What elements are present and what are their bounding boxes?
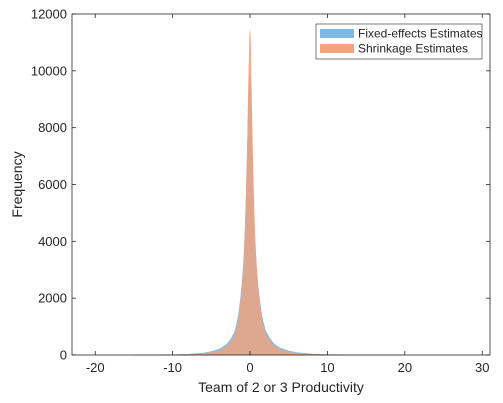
x-axis-label: Team of 2 or 3 Productivity: [198, 379, 364, 395]
x-tick-label: 10: [320, 360, 334, 375]
y-tick-label: 2000: [38, 291, 67, 306]
x-tick-label: 30: [475, 360, 489, 375]
plot-frame: [71, 13, 491, 356]
y-tick-label: 8000: [38, 120, 67, 135]
y-tick-label: 4000: [38, 234, 67, 249]
legend-swatch: [320, 29, 354, 38]
y-axis-label: Frequency: [9, 151, 25, 217]
y-tick-label: 6000: [38, 177, 67, 192]
legend-swatch: [320, 44, 354, 53]
y-tick-label: 0: [60, 348, 67, 363]
y-tick-label: 10000: [31, 63, 67, 78]
x-tick-label: 20: [398, 360, 412, 375]
ticks-layer: -20 -10 0 10 20 30 0 2000 4000 6000 8000 10000 12000: [31, 7, 490, 375]
series-layer: [133, 31, 406, 356]
x-tick-label: 0: [246, 360, 253, 375]
legend-entry: Shrinkage Estimates: [358, 42, 468, 56]
series-area-2: [133, 31, 405, 356]
x-tick-label: -10: [163, 360, 182, 375]
x-tick-label: -20: [86, 360, 105, 375]
series-area-1: [133, 73, 406, 356]
legend-entry: Fixed-effects Estimates: [358, 27, 483, 41]
y-tick-label: 12000: [31, 7, 67, 22]
